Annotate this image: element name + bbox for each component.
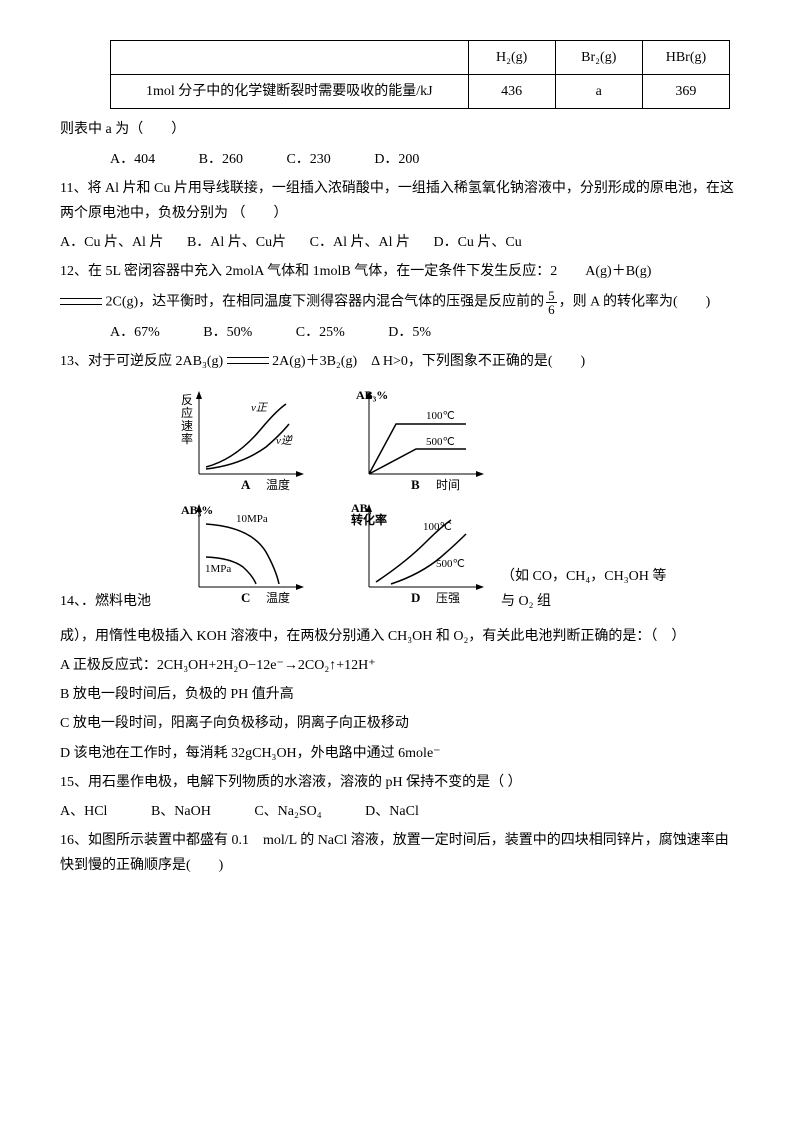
t100-label: 100℃: [426, 410, 455, 422]
yA-label4: 率: [181, 431, 193, 446]
q12-line1: 12、在 5L 密闭容器中充入 2molA 气体和 1molB 气体，在一定条件…: [60, 259, 740, 284]
q14-cont: 成），用惰性电极插入 KOH 溶液中，在两极分别通入 CH₃OH 和 O₂，有关…: [60, 624, 740, 649]
q14-opt-d: D 该电池在工作时，每消耗 32gCH₃OH，外电路中通过 6mole⁻: [60, 741, 740, 766]
cell: 369: [642, 75, 729, 109]
p10-label: 10MPa: [236, 513, 268, 525]
opt-c: C．Al 片、Al 片: [310, 235, 410, 250]
q12-text-b: ，则 A 的转化率为( ): [559, 294, 711, 309]
charts-svg: 反 应 速 率 v正 v逆 A 温度 AB₃%: [171, 384, 501, 614]
xD-label: 压强: [436, 591, 460, 605]
opt-c: C．230: [286, 147, 330, 172]
chart-a-label: A: [241, 477, 251, 492]
q12-line2: 2C(g)，达平衡时，在相同温度下测得容器内混合气体的压强是反应前的56，则 A…: [60, 289, 740, 316]
arrow-right-icon: [476, 471, 484, 477]
yA-label3: 速: [181, 419, 193, 433]
q11-options: A．Cu 片、Al 片 B．Al 片、Cu片 C．Al 片、Al 片 D．Cu …: [60, 230, 740, 255]
cell: HBr(g): [642, 41, 729, 75]
q10-options: A．404 B．260 C．230 D．200: [110, 147, 740, 172]
arrow-right-icon: [296, 471, 304, 477]
q13-text: 13、对于可逆反应 2AB₃(g) 2A(g)＋3B₂(g) Δ H>0，下列图…: [60, 349, 740, 374]
table-row: H₂(g) Br₂(g) HBr(g): [111, 41, 730, 75]
opt-a: A、HCl: [60, 804, 107, 819]
yB-label: AB₃%: [356, 388, 388, 402]
cell: H₂(g): [468, 41, 555, 75]
opt-b: B．260: [199, 147, 243, 172]
cell: [111, 41, 469, 75]
q10-tail: 则表中 a 为（ ）: [60, 117, 740, 142]
opt-d: D．Cu 片、Cu: [433, 235, 521, 250]
q15-text: 15、用石墨作电极，电解下列物质的水溶液，溶液的 pH 保持不变的是（ ）: [60, 770, 740, 795]
opt-a: A．Cu 片、Al 片: [60, 235, 163, 250]
cell: 1mol 分子中的化学键断裂时需要吸收的能量/kJ: [111, 75, 469, 109]
opt-a: A．67%: [110, 320, 160, 345]
chart-b-label: B: [411, 477, 420, 492]
q12-text-a: 2C(g)，达平衡时，在相同温度下测得容器内混合气体的压强是反应前的: [106, 294, 545, 309]
q14-opt-c: C 放电一段时间，阳离子向负极移动，阴离子向正极移动: [60, 711, 740, 736]
opt-b: B．50%: [203, 320, 252, 345]
yA-label: 反: [181, 393, 193, 407]
chart-d-label: D: [411, 590, 420, 605]
cell: a: [555, 75, 642, 109]
xA-label: 温度: [266, 477, 290, 492]
q11-text: 11、将 Al 片和 Cu 片用导线联接，一组插入浓硝酸中，一组插入稀氢氧化钠溶…: [60, 176, 740, 226]
equilibrium-arrow-icon: [227, 353, 269, 369]
opt-d: D．5%: [388, 320, 431, 345]
cell: 436: [468, 75, 555, 109]
t500-label-d: 500℃: [436, 558, 465, 570]
equilibrium-arrow-icon: [60, 294, 102, 310]
vni-label: v逆: [276, 434, 294, 447]
arrow-right-icon: [296, 584, 304, 590]
q13-a: 13、对于可逆反应 2AB₃(g): [60, 354, 227, 369]
q14-text-right: （如 CO，CH₄，CH₃OH 等与 O₂ 组: [501, 564, 671, 620]
opt-c: C．25%: [296, 320, 345, 345]
opt-d: D、NaCl: [365, 804, 419, 819]
opt-c: C、Na₂SO₄: [254, 804, 321, 819]
q14-opt-a: A 正极反应式：2CH₃OH+2H₂O−12e⁻→2CO₂↑+12H⁺: [60, 653, 740, 678]
t500-label: 500℃: [426, 436, 455, 448]
opt-b: B、NaOH: [151, 804, 211, 819]
arrow-right-icon: [476, 584, 484, 590]
q13-b: 2A(g)＋3B₂(g) Δ H>0，下列图象不正确的是( ): [272, 354, 585, 369]
fraction: 56: [546, 289, 557, 316]
opt-b: B．Al 片、Cu片: [187, 235, 286, 250]
energy-table: H₂(g) Br₂(g) HBr(g) 1mol 分子中的化学键断裂时需要吸收的…: [110, 40, 730, 109]
chart-c-label: C: [241, 590, 250, 605]
opt-a: A．404: [110, 147, 155, 172]
q13-diagrams: 反 应 速 率 v正 v逆 A 温度 AB₃%: [171, 384, 501, 614]
vzheng-label: v正: [251, 402, 269, 414]
q16-text: 16、如图所示装置中都盛有 0.1 mol/L 的 NaCl 溶液，放置一定时间…: [60, 828, 740, 878]
table-row: 1mol 分子中的化学键断裂时需要吸收的能量/kJ 436 a 369: [111, 75, 730, 109]
xC-label: 温度: [266, 590, 290, 605]
opt-d: D．200: [374, 147, 419, 172]
xB-label: 时间: [436, 478, 460, 492]
q14-opt-b: B 放电一段时间后，负极的 PH 值升高: [60, 682, 740, 707]
t100-label-d: 100℃: [423, 521, 452, 533]
cell: Br₂(g): [555, 41, 642, 75]
q12-options: A．67% B．50% C．25% D．5%: [110, 320, 740, 345]
q15-options: A、HCl B、NaOH C、Na₂SO₄ D、NaCl: [60, 799, 740, 824]
arrow-up-icon: [196, 391, 202, 399]
p1-label: 1MPa: [205, 563, 231, 575]
q14-label: 14、．燃料电池: [60, 589, 151, 620]
yA-label2: 应: [181, 405, 193, 420]
